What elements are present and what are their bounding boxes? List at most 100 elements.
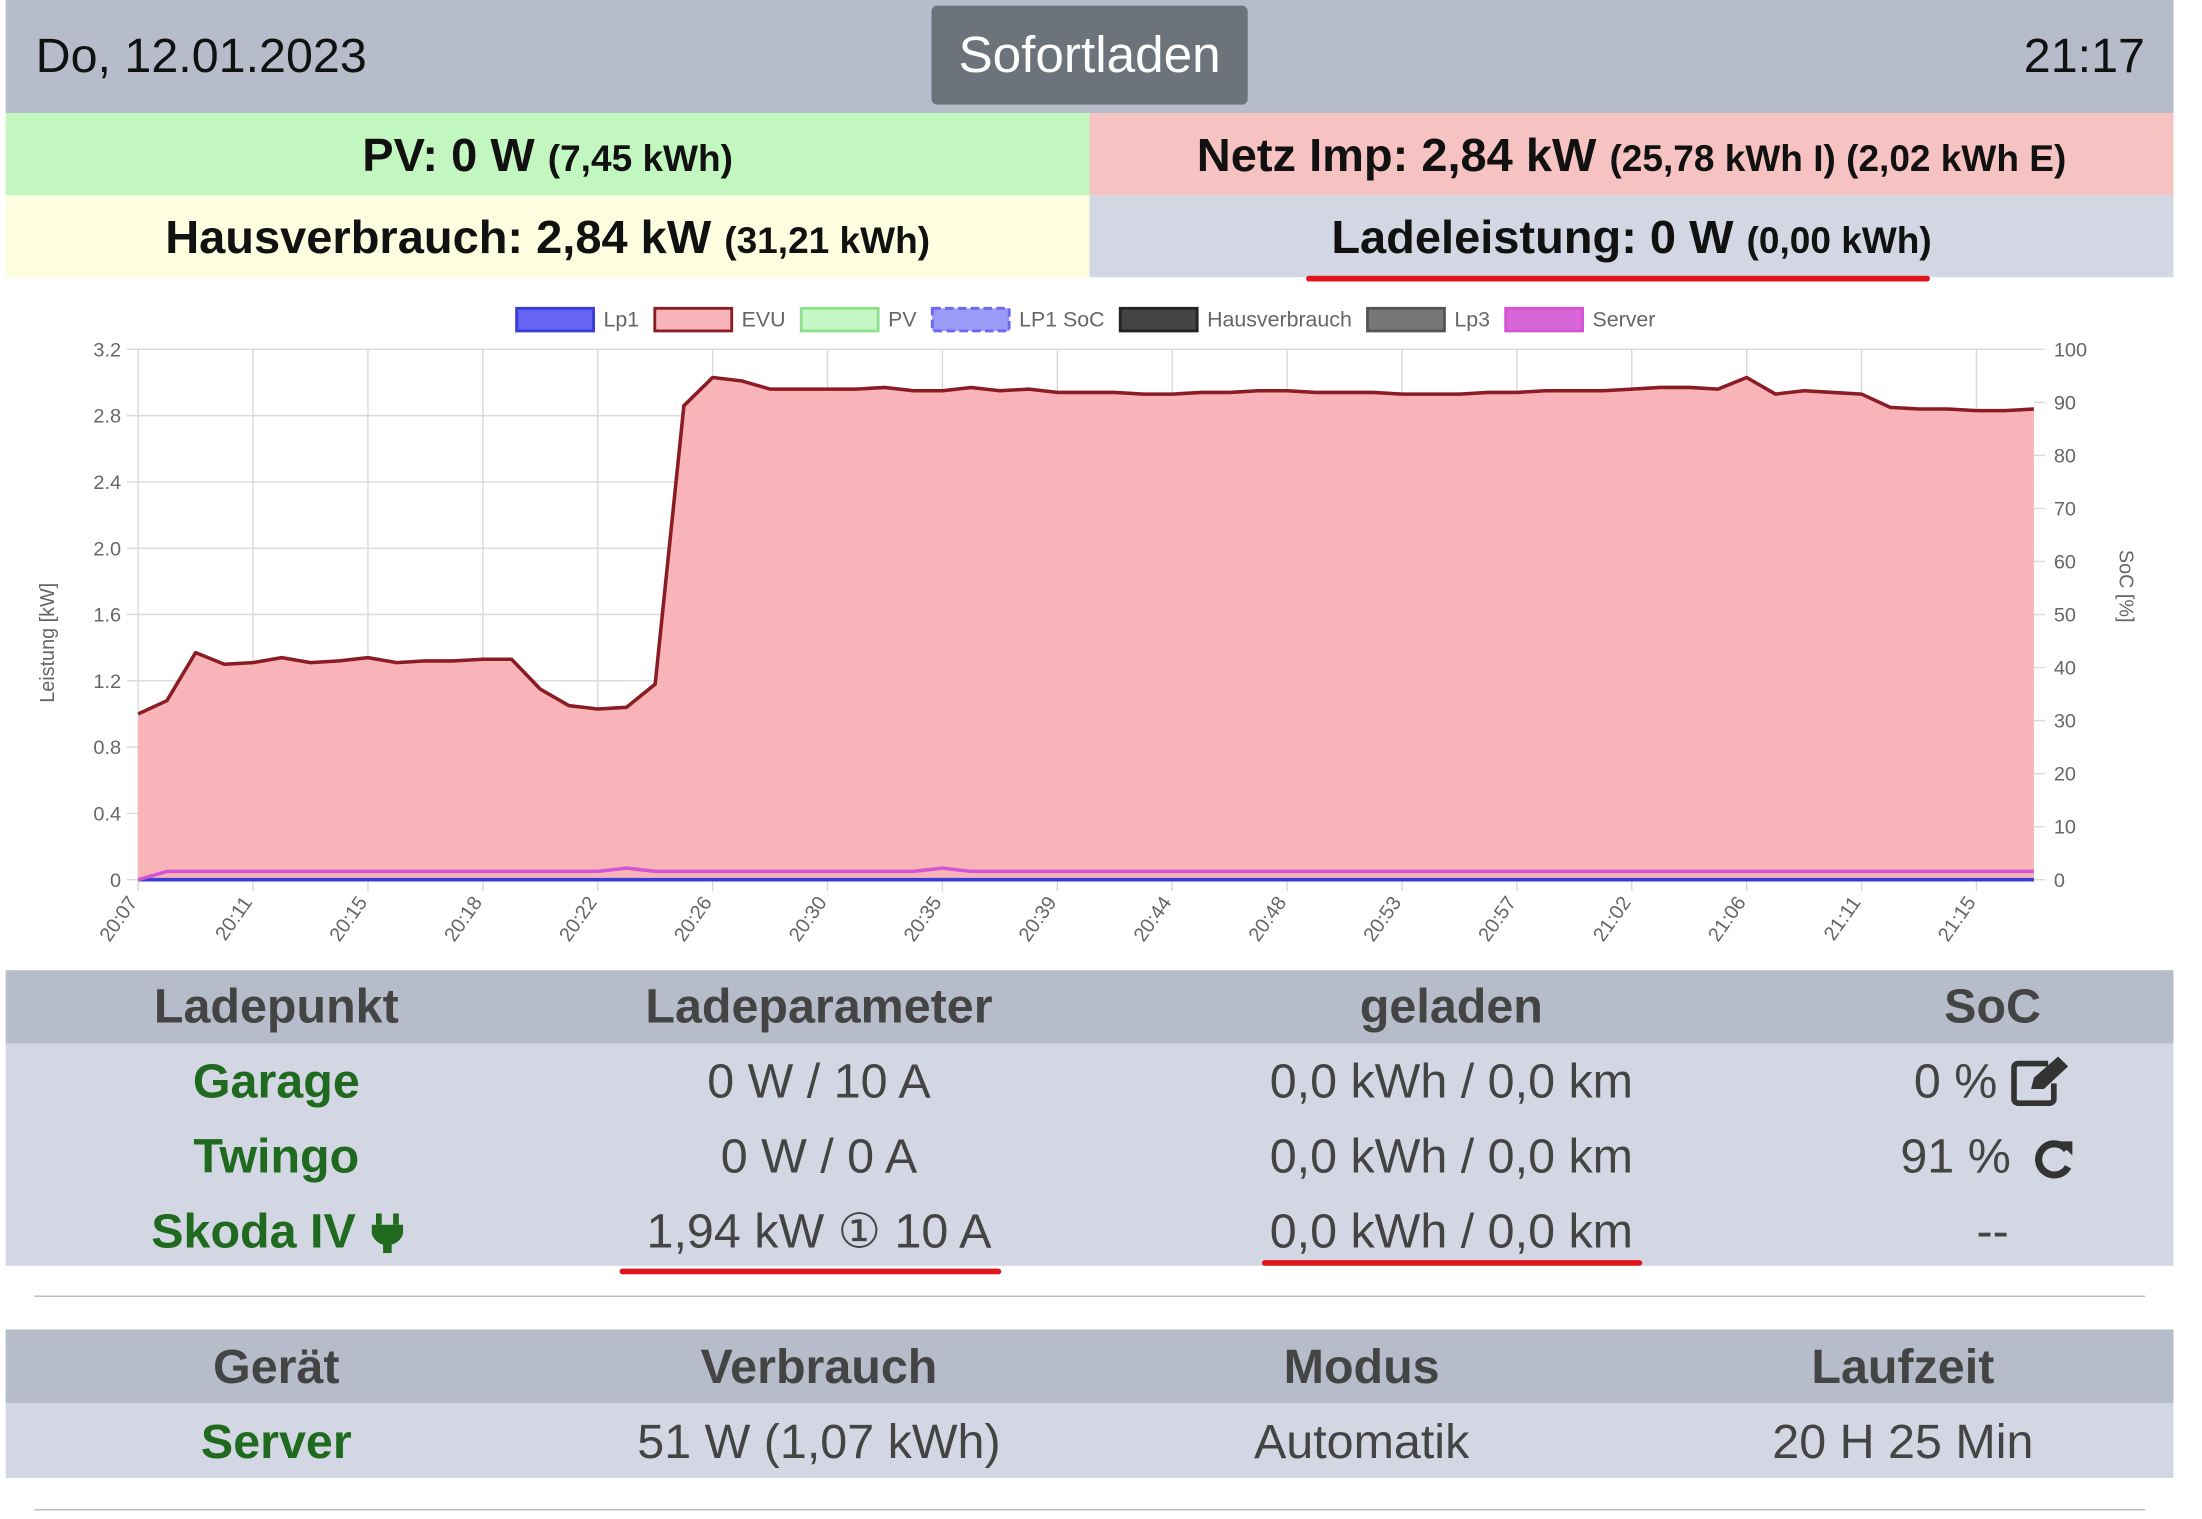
y-tick-label: 2.0 bbox=[93, 538, 121, 560]
y2-tick-label: 80 bbox=[2054, 446, 2076, 468]
soc: -- bbox=[1976, 1204, 2009, 1259]
highlight-underline bbox=[1306, 275, 1930, 282]
legend-label: Server bbox=[1593, 308, 1656, 332]
highlight-underline bbox=[619, 1268, 1002, 1275]
pv-label: PV: 0 W bbox=[362, 128, 535, 182]
column-header: geladen bbox=[1359, 980, 1543, 1034]
charge-label: Ladeleistung: 0 W bbox=[1331, 210, 1734, 264]
table-body bbox=[5, 1402, 2174, 1478]
date: Do, 12.01.2023 bbox=[35, 29, 367, 84]
house-detail: (31,21 kWh) bbox=[724, 219, 931, 262]
charge-detail: (0,00 kWh) bbox=[1746, 219, 1932, 262]
y-tick-label: 2.8 bbox=[93, 406, 121, 428]
y-tick-label: 1.2 bbox=[93, 671, 121, 693]
x-tick-label: 20:26 bbox=[670, 893, 717, 946]
y2-axis-label: SoC [%] bbox=[2114, 550, 2136, 623]
y-tick-label: 0 bbox=[110, 870, 121, 892]
y2-tick-label: 30 bbox=[2054, 711, 2076, 733]
column-header: Modus bbox=[1283, 1340, 1440, 1395]
x-tick-label: 20:48 bbox=[1245, 893, 1292, 946]
pv-detail: (7,45 kWh) bbox=[547, 137, 733, 180]
legend-label: Hausverbrauch bbox=[1207, 308, 1352, 332]
charged: 0,0 kWh / 0,0 km bbox=[1269, 1130, 1634, 1184]
charge-point-name[interactable]: Skoda IV bbox=[151, 1204, 356, 1259]
x-tick-label: 21:11 bbox=[1820, 893, 1866, 945]
x-tick-label: 20:30 bbox=[785, 893, 832, 946]
legend-swatch bbox=[1118, 306, 1199, 333]
legend-swatch bbox=[1366, 306, 1446, 333]
y-tick-label: 0.4 bbox=[93, 804, 121, 826]
x-tick-label: 20:07 bbox=[96, 893, 143, 946]
x-tick-label: 20:35 bbox=[900, 893, 947, 946]
x-tick-label: 20:22 bbox=[555, 893, 602, 946]
y2-tick-label: 90 bbox=[2054, 392, 2076, 414]
charge-point-name[interactable]: Twingo bbox=[193, 1130, 360, 1184]
device-name[interactable]: Server bbox=[200, 1415, 352, 1470]
column-header: Ladepunkt bbox=[153, 980, 399, 1034]
charged: 0,0 kWh / 0,0 km bbox=[1269, 1204, 1634, 1259]
y2-tick-label: 60 bbox=[2054, 552, 2076, 574]
table-body bbox=[5, 1043, 2174, 1266]
y2-tick-label: 20 bbox=[2054, 764, 2076, 786]
area bbox=[138, 377, 2034, 880]
y2-tick-label: 100 bbox=[2054, 339, 2087, 361]
column-header: Verbrauch bbox=[700, 1340, 938, 1395]
legend: Lp1 EVU PV LP1 SoC Hausverbrauch Lp3 Server bbox=[515, 306, 1656, 333]
grid-summary: Netz Imp: 2,84 kW (25,78 kWh I) (2,02 kW… bbox=[1089, 113, 2174, 196]
soc: 91 % bbox=[1900, 1130, 2011, 1184]
legend-label: PV bbox=[888, 308, 917, 332]
chart: 0 0.4 0.8 1.2 1.6 2.0 2.4 2.8 3.2 0 10 20 30 40 50 60 70… bbox=[37, 306, 2136, 946]
plug-icon bbox=[371, 1213, 404, 1254]
charge-summary: Ladeleistung: 0 W (0,00 kWh) bbox=[1089, 195, 2174, 278]
divider bbox=[34, 1295, 2145, 1297]
edit-icon[interactable] bbox=[2011, 1055, 2071, 1106]
time: 21:17 bbox=[2023, 29, 2145, 84]
legend-label: EVU bbox=[742, 308, 786, 332]
column-header: SoC bbox=[1944, 980, 2042, 1034]
y2-tick-label: 40 bbox=[2054, 658, 2076, 680]
legend-swatch bbox=[930, 306, 1011, 333]
charge-parameters: 1,94 kW ① 10 A bbox=[646, 1204, 992, 1259]
y-tick-label: 1.6 bbox=[93, 605, 121, 627]
x-tick-label: 20:11 bbox=[211, 893, 257, 945]
refresh-icon[interactable] bbox=[2032, 1137, 2075, 1179]
legend-label: Lp3 bbox=[1454, 308, 1490, 332]
y-axis-label: Leistung [kW] bbox=[37, 583, 59, 703]
x-tick-label: 21:15 bbox=[1934, 893, 1981, 946]
x-tick-label: 20:44 bbox=[1130, 893, 1177, 946]
x-tick-label: 20:53 bbox=[1359, 893, 1406, 946]
legend-swatch bbox=[1504, 306, 1585, 333]
mode-button[interactable]: Sofortladen bbox=[931, 5, 1248, 105]
table-header bbox=[5, 1329, 2174, 1403]
y-tick-label: 0.8 bbox=[93, 737, 121, 759]
table-header bbox=[5, 970, 2174, 1044]
house-label: Hausverbrauch: 2,84 kW bbox=[165, 210, 712, 264]
column-header: Ladeparameter bbox=[645, 980, 993, 1034]
grid-detail: (25,78 kWh I) (2,02 kWh E) bbox=[1609, 137, 2067, 180]
y2-tick-label: 0 bbox=[2054, 870, 2065, 892]
charged: 0,0 kWh / 0,0 km bbox=[1269, 1055, 1634, 1109]
soc: 0 % bbox=[1913, 1055, 1998, 1109]
charge-point-name[interactable]: Garage bbox=[192, 1055, 360, 1109]
legend-swatch bbox=[515, 306, 595, 333]
line bbox=[137, 866, 2034, 882]
legend-swatch bbox=[653, 306, 734, 333]
device-consumption: 51 W (1,07 kWh) bbox=[637, 1415, 1001, 1470]
legend-label: LP1 SoC bbox=[1019, 308, 1104, 332]
line bbox=[137, 375, 2035, 716]
device-runtime: 20 H 25 Min bbox=[1772, 1415, 2034, 1470]
legend-label: Lp1 bbox=[604, 308, 640, 332]
x-tick-label: 20:39 bbox=[1015, 893, 1062, 946]
grid-label: Netz Imp: 2,84 kW bbox=[1196, 128, 1597, 182]
pv-summary: PV: 0 W (7,45 kWh) bbox=[5, 113, 1090, 196]
house-summary: Hausverbrauch: 2,84 kW (31,21 kWh) bbox=[5, 195, 1090, 278]
x-tick-label: 21:06 bbox=[1704, 893, 1751, 946]
divider bbox=[34, 1509, 2145, 1511]
y-tick-label: 2.4 bbox=[93, 472, 121, 494]
column-header: Laufzeit bbox=[1811, 1340, 1995, 1395]
y2-tick-label: 70 bbox=[2054, 499, 2076, 521]
highlight-underline bbox=[1261, 1260, 1643, 1266]
device-mode: Automatik bbox=[1253, 1415, 1470, 1470]
